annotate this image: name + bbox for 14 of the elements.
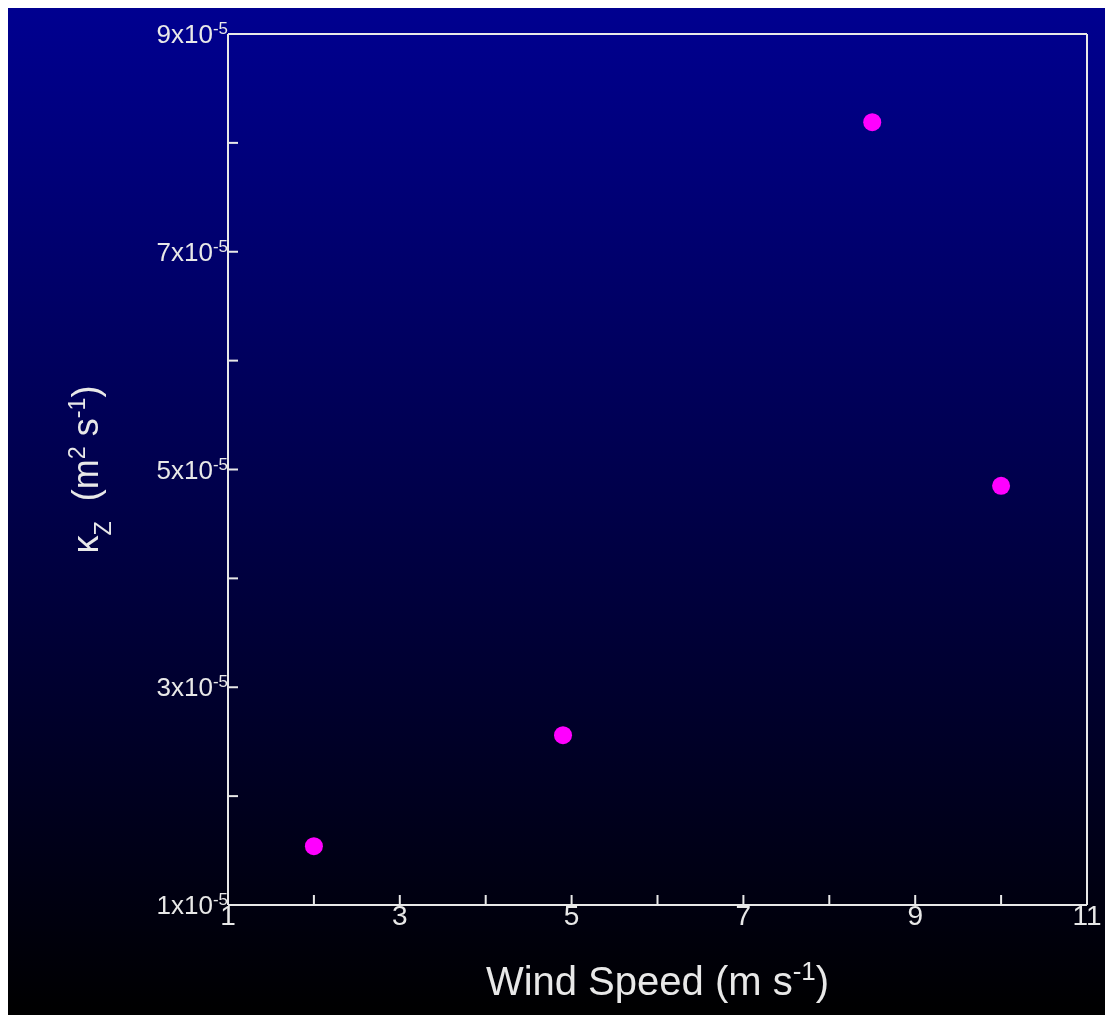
y-tick-label: 5x10$^{-5}$ <box>156 454 228 485</box>
point <box>304 837 323 856</box>
x-axis-title: Wind Speed (m s$^{-1}$) <box>485 956 830 1003</box>
y-tick-label: 7x10$^{-5}$ <box>156 236 228 267</box>
point <box>992 476 1011 495</box>
x-tick-label: 9 <box>907 900 923 931</box>
y-tick-label: 9x10$^{-5}$ <box>156 18 228 49</box>
y-tick-label: 3x10$^{-5}$ <box>156 671 228 703</box>
x-tick-label: 5 <box>563 900 580 931</box>
point <box>863 113 882 132</box>
x-tick-label: 3 <box>392 900 408 931</box>
point <box>554 726 573 745</box>
x-tick-label: 7 <box>735 900 752 931</box>
x-tick-label: 11 <box>1072 900 1102 931</box>
